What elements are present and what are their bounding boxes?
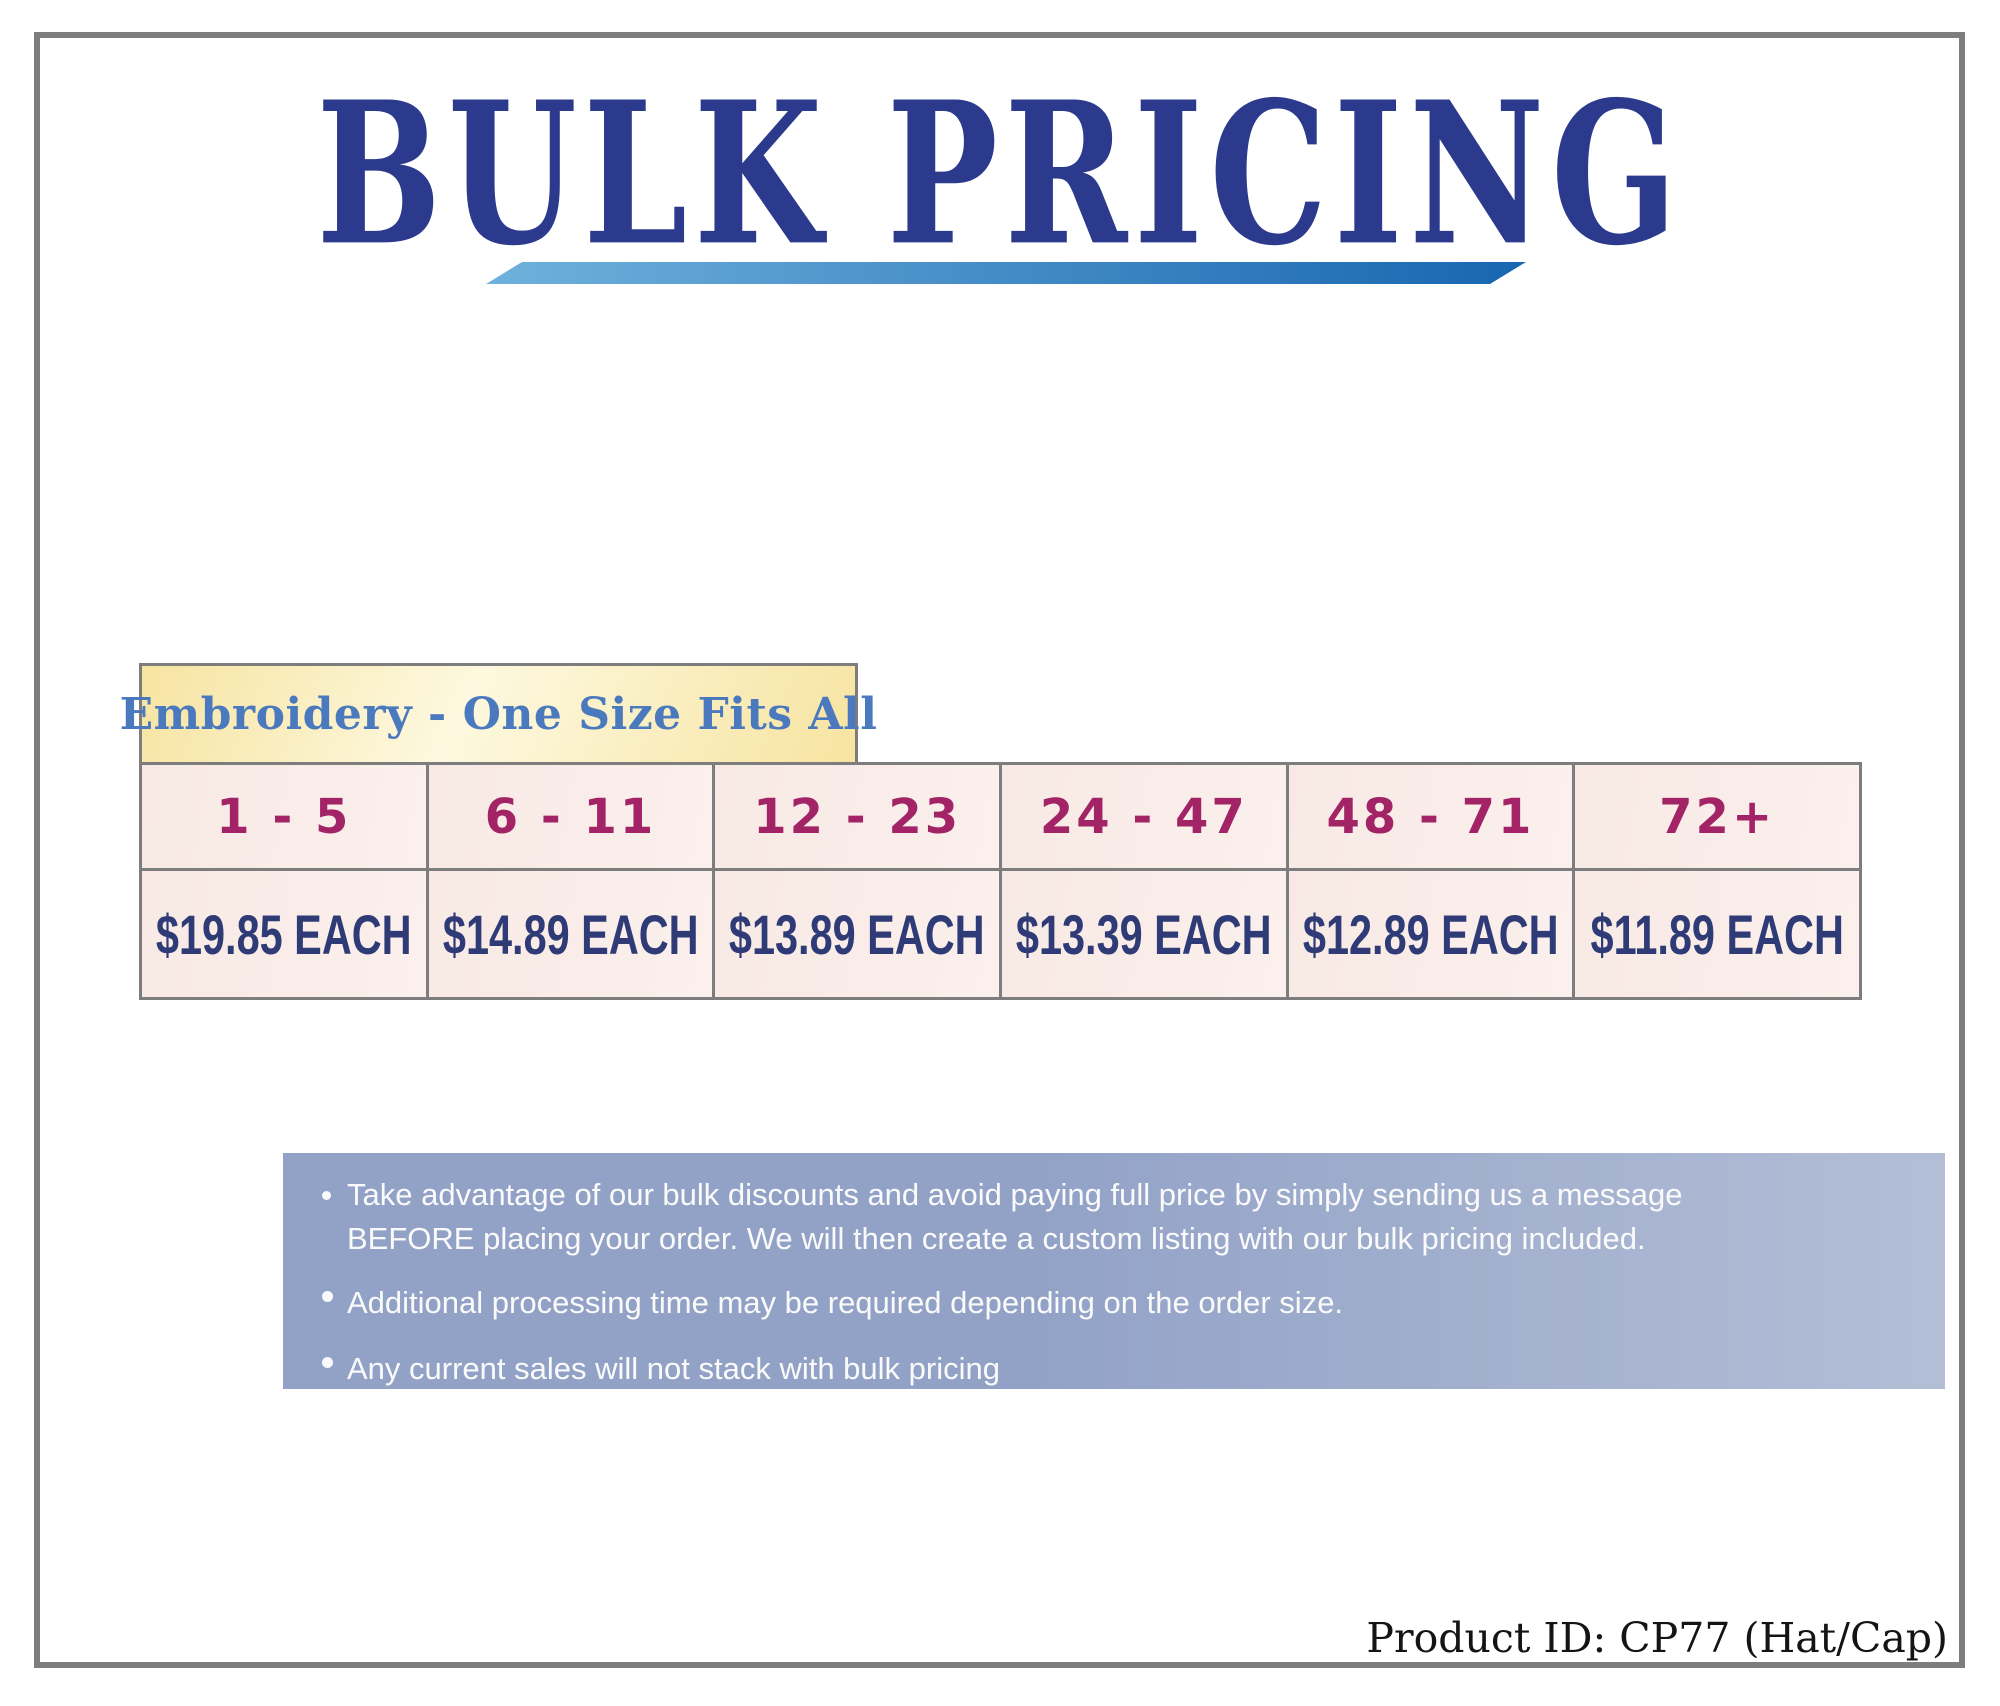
note-text: Take advantage of our bulk discounts and… [347,1177,1683,1256]
tier-price-cell: $14.89 EACH [428,871,713,997]
notes-panel: Take advantage of our bulk discounts and… [283,1153,1945,1389]
note-item: Take advantage of our bulk discounts and… [319,1173,1817,1261]
tier-price: $19.85 EACH [155,902,412,966]
tier-price-cell: $19.85 EACH [142,871,426,997]
note-text: Any current sales will not stack with bu… [347,1351,1000,1386]
tier-price: $12.89 EACH [1302,902,1559,966]
tier-quantity: 24 - 47 [1039,788,1248,845]
category-label: Embroidery - One Size Fits All [119,688,878,740]
tier-quantity-cell: 48 - 71 [1288,765,1573,868]
tier-quantity: 48 - 71 [1326,788,1535,845]
tier-quantity: 72+ [1659,788,1776,845]
bullet-icon [322,1357,333,1368]
tier-price-cell: $13.89 EACH [715,871,999,997]
tier-price: $14.89 EACH [442,902,699,966]
tier-quantity: 6 - 11 [484,788,657,845]
tier-quantity-cell: 24 - 47 [1001,765,1286,868]
note-text: Additional processing time may be requir… [347,1285,1344,1320]
tier-price-cell: $12.89 EACH [1288,871,1573,997]
tier-quantity: 12 - 23 [753,788,962,845]
tier-price: $11.89 EACH [1590,902,1844,966]
category-header: Embroidery - One Size Fits All [120,663,877,765]
pricing-table: 1 - 5 6 - 11 12 - 23 24 - 47 48 - 71 72+… [139,762,1862,1000]
page-title: BULK PRICING [316,57,1684,290]
tier-price-cell: $13.39 EACH [1001,871,1286,997]
note-item: Any current sales will not stack with bu… [319,1347,1915,1391]
product-id-label: Product ID: CP77 (Hat/Cap) [1366,1614,1948,1662]
tier-quantity-cell: 1 - 5 [142,765,426,868]
title-underline [486,262,1526,284]
note-item: Additional processing time may be requir… [319,1281,1915,1325]
tier-quantity-cell: 72+ [1575,765,1859,868]
tier-quantity: 1 - 5 [216,788,352,845]
tier-quantity-cell: 6 - 11 [428,765,713,868]
tier-price-cell: $11.89 EACH [1575,871,1859,997]
bullet-icon [322,1191,331,1200]
tier-price: $13.39 EACH [1015,902,1272,966]
bullet-icon [322,1291,333,1302]
tier-price: $13.89 EACH [729,902,986,966]
tier-quantity-cell: 12 - 23 [715,765,999,868]
page-frame [34,32,1965,1668]
